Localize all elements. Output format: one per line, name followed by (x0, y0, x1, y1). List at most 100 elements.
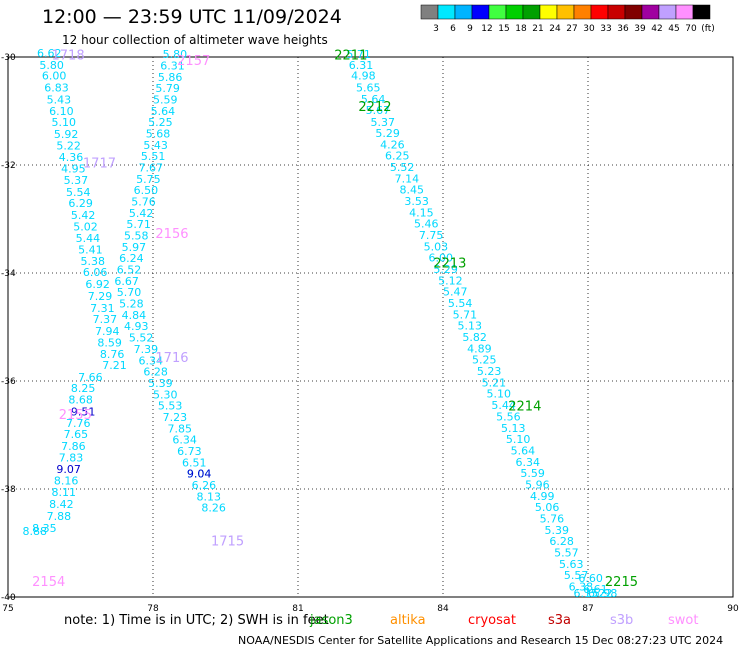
wave-height-label: 7.14 (395, 172, 420, 185)
wave-height-label: 6.92 (85, 278, 110, 291)
y-tick-label: -36 (1, 377, 16, 387)
wave-height-label: 5.25 (148, 116, 173, 129)
colorbar-label: 45 (668, 24, 679, 34)
wave-height-label: 5.71 (453, 308, 478, 321)
wave-height-label: 5.71 (126, 218, 150, 231)
wave-height-label: 7.85 (168, 422, 193, 435)
wave-height-label: 5.64 (151, 105, 176, 118)
pass-label: 1718 (52, 49, 85, 64)
legend-jason3: jason3 (310, 613, 353, 628)
colorbar-label: 21 (532, 24, 543, 34)
wave-height-label: 5.39 (148, 377, 173, 390)
wave-height-label: 8.76 (100, 348, 125, 361)
wave-height-label: 9.04 (187, 468, 212, 481)
x-tick-label: 81 (292, 604, 303, 614)
colorbar-swatch (420, 4, 439, 20)
pass-label: 2211 (334, 49, 367, 64)
wave-height-label: 5.02 (73, 220, 98, 233)
wave-height-label: 5.47 (443, 286, 468, 299)
legend-swot: swot (668, 613, 699, 628)
pass-label: 1716 (155, 351, 188, 366)
wave-height-label: 7.37 (93, 313, 118, 326)
pass-label: 2157 (177, 54, 210, 69)
wave-height-label: 5.10 (52, 116, 77, 129)
wave-height-label: 6.00 (429, 252, 454, 265)
pass-label: 2155 (59, 408, 92, 423)
wave-height-label: 6.73 (177, 445, 202, 458)
x-tick-label: 84 (437, 604, 449, 614)
colorbar-label: 6 (450, 24, 456, 34)
colorbar-label: 70 (685, 24, 697, 34)
wave-height-label: 6.61 (583, 583, 608, 596)
pass-label: 2214 (508, 400, 541, 415)
wave-height-label: 6.51 (182, 456, 207, 469)
colorbar-swatch (675, 4, 694, 20)
footer-credit: NOAA/NESDIS Center for Satellite Applica… (238, 634, 724, 647)
wave-height-label: 5.42 (71, 209, 96, 222)
wave-height-label: 5.37 (64, 174, 88, 187)
wave-height-label: 5.23 (477, 365, 502, 378)
wave-height-label: 6.34 (139, 354, 164, 367)
wave-height-label: 5.10 (487, 388, 512, 401)
pass-label: 2154 (32, 575, 65, 590)
wave-height-label: 7.88 (47, 510, 72, 523)
wave-height-label: 5.76 (131, 196, 156, 209)
chart-subtitle: 12 hour collection of altimeter wave hei… (62, 33, 328, 47)
wave-height-label: 5.67 (366, 104, 391, 117)
colorbar-label: 36 (617, 24, 629, 34)
wave-height-label: 6.52 (117, 264, 142, 277)
wave-height-label: 8.13 (197, 490, 222, 503)
wave-height-label: 5.38 (81, 255, 106, 268)
wave-height-label: 5.52 (390, 161, 415, 174)
wave-height-label: 5.97 (122, 241, 147, 254)
plot-frame (7, 56, 734, 598)
colorbar-swatch (607, 4, 626, 20)
wave-height-label: 8.59 (97, 336, 122, 349)
wave-height-label: 6.29 (68, 197, 93, 210)
wave-height-label: 5.51 (141, 150, 166, 163)
colorbar-label: 39 (634, 24, 646, 34)
wave-height-label: 5.76 (540, 512, 565, 525)
wave-height-label: 5.22 (56, 139, 80, 152)
legend-s3a: s3a (548, 613, 572, 628)
wave-height-label: 5.42 (129, 207, 154, 220)
colorbar-label: (ft) (701, 24, 715, 34)
footer: note: 1) Time is in UTC; 2) SWH is in fe… (0, 612, 740, 650)
colorbar-swatch (573, 4, 592, 20)
wave-height-label: 5.44 (76, 232, 101, 245)
y-tick-label: -38 (1, 485, 16, 495)
wave-height-label: 5.80 (163, 48, 188, 61)
wave-height-label: 5.39 (545, 524, 570, 537)
wave-height-label: 6.26 (192, 479, 217, 492)
wave-height-label: 7.39 (134, 343, 159, 356)
wave-height-label: 4.98 (351, 70, 376, 83)
wave-height-label: 7.66 (78, 371, 103, 384)
colorbar-swatch (522, 4, 541, 20)
wave-height-label: 5.43 (143, 139, 168, 152)
colorbar-swatch (658, 4, 677, 20)
wave-height-label: 5.75 (136, 173, 161, 186)
wave-height-label: 5.53 (158, 400, 183, 413)
legend-altika: altika (390, 613, 426, 628)
wave-height-label: 6.15 (574, 587, 599, 600)
wave-height-label: 7.83 (59, 451, 84, 464)
wave-height-label: 5.54 (448, 297, 473, 310)
wave-height-label: 5.71 (346, 48, 371, 61)
wave-height-label: 6.00 (42, 70, 66, 83)
wave-height-label: 5.13 (501, 422, 526, 435)
colorbar-swatch (590, 4, 609, 20)
wave-height-label: 5.21 (482, 376, 507, 389)
wave-height-label: 4.95 (61, 163, 86, 176)
colorbar-swatch (471, 4, 490, 20)
wave-height-label: 5.86 (158, 71, 183, 84)
wave-height-label: 5.82 (462, 331, 487, 344)
wave-height-label: 4.84 (122, 309, 147, 322)
wave-height-label: 8.26 (201, 502, 226, 515)
wave-height-label: 7.67 (139, 161, 164, 174)
colorbar-swatch (556, 4, 575, 20)
wave-height-label: 5.80 (39, 59, 64, 72)
colorbar-swatch (539, 4, 558, 20)
wave-height-label: 8.42 (49, 498, 73, 511)
wave-height-label: 5.52 (129, 332, 154, 345)
colorbar-swatch (488, 4, 507, 20)
